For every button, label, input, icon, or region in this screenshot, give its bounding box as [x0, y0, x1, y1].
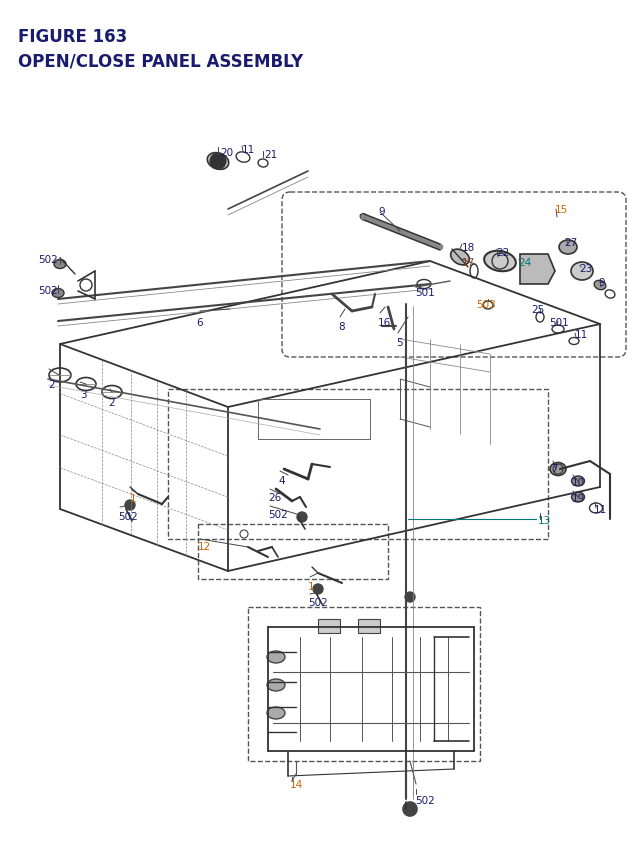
Ellipse shape — [572, 476, 584, 486]
Ellipse shape — [267, 679, 285, 691]
Circle shape — [125, 500, 135, 511]
Ellipse shape — [267, 651, 285, 663]
Text: 502: 502 — [118, 511, 138, 522]
Text: 1: 1 — [308, 581, 315, 592]
Text: 6: 6 — [196, 318, 203, 328]
Text: 1: 1 — [130, 493, 136, 504]
Ellipse shape — [360, 214, 368, 221]
Polygon shape — [520, 255, 555, 285]
Text: 4: 4 — [278, 475, 285, 486]
Ellipse shape — [594, 281, 606, 290]
Text: 14: 14 — [290, 779, 303, 789]
Text: 501: 501 — [415, 288, 435, 298]
Text: 2: 2 — [48, 380, 54, 389]
Text: 22: 22 — [496, 248, 509, 257]
Ellipse shape — [52, 289, 64, 298]
Text: 8: 8 — [338, 322, 344, 331]
Text: 21: 21 — [264, 150, 277, 160]
Text: 502: 502 — [415, 795, 435, 805]
Text: 17: 17 — [462, 257, 476, 268]
Text: 13: 13 — [538, 516, 551, 525]
Text: 11: 11 — [594, 505, 607, 514]
Circle shape — [403, 802, 417, 816]
Text: 16: 16 — [378, 318, 391, 328]
Text: 18: 18 — [462, 243, 476, 253]
Text: 9: 9 — [598, 278, 605, 288]
Ellipse shape — [207, 153, 228, 170]
Circle shape — [210, 154, 226, 170]
Text: 502: 502 — [308, 598, 328, 607]
Circle shape — [313, 585, 323, 594]
Text: 10: 10 — [572, 478, 585, 487]
Text: 19: 19 — [572, 493, 585, 504]
Text: 502: 502 — [268, 510, 288, 519]
Bar — [198, 524, 388, 579]
Text: 11: 11 — [242, 145, 255, 155]
Bar — [358, 619, 380, 633]
Text: 7: 7 — [551, 463, 557, 474]
Ellipse shape — [572, 492, 584, 503]
Text: 2: 2 — [108, 398, 115, 407]
Text: 501: 501 — [549, 318, 569, 328]
Ellipse shape — [267, 707, 285, 719]
Text: 27: 27 — [564, 238, 577, 248]
Ellipse shape — [571, 263, 593, 281]
Text: 5: 5 — [396, 338, 403, 348]
Text: 502: 502 — [38, 255, 58, 264]
Text: 12: 12 — [198, 542, 211, 551]
Text: 3: 3 — [80, 389, 86, 400]
Circle shape — [405, 592, 415, 603]
Circle shape — [297, 512, 307, 523]
Text: 11: 11 — [575, 330, 588, 339]
Text: 25: 25 — [531, 305, 544, 314]
Text: 20: 20 — [220, 148, 233, 158]
Text: 502: 502 — [38, 286, 58, 295]
Bar — [248, 607, 480, 761]
Text: 26: 26 — [268, 492, 281, 503]
Ellipse shape — [550, 463, 566, 476]
Ellipse shape — [451, 250, 469, 265]
Text: 15: 15 — [555, 205, 568, 214]
Text: 9: 9 — [378, 207, 385, 217]
Text: 503: 503 — [476, 300, 496, 310]
Text: 24: 24 — [518, 257, 531, 268]
Ellipse shape — [54, 260, 66, 269]
Ellipse shape — [484, 251, 516, 272]
Ellipse shape — [559, 241, 577, 255]
Text: 23: 23 — [579, 263, 592, 274]
Text: FIGURE 163: FIGURE 163 — [18, 28, 127, 46]
Bar — [318, 619, 340, 633]
Bar — [168, 389, 548, 539]
Text: OPEN/CLOSE PANEL ASSEMBLY: OPEN/CLOSE PANEL ASSEMBLY — [18, 52, 303, 70]
